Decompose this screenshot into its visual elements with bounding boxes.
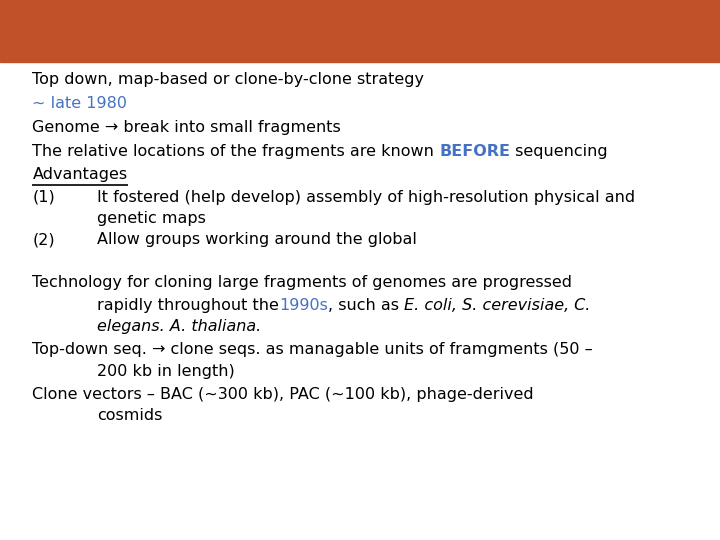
- Text: rapidly throughout the: rapidly throughout the: [97, 298, 279, 313]
- Text: Genome → break into small fragments: Genome → break into small fragments: [32, 120, 341, 135]
- Text: 1990s: 1990s: [279, 298, 328, 313]
- Text: (1): (1): [32, 190, 55, 205]
- Text: Advantages: Advantages: [32, 167, 127, 183]
- Text: C.: C.: [570, 298, 590, 313]
- Text: sequencing: sequencing: [510, 144, 608, 159]
- Text: (2): (2): [32, 232, 55, 247]
- Text: ~ late 1980: ~ late 1980: [32, 96, 127, 111]
- Text: The relative locations of the fragments are known: The relative locations of the fragments …: [32, 144, 439, 159]
- Text: Technology for cloning large fragments of genomes are progressed: Technology for cloning large fragments o…: [32, 275, 572, 291]
- Text: , such as: , such as: [328, 298, 404, 313]
- Text: elegans. A. thaliana.: elegans. A. thaliana.: [97, 319, 261, 334]
- Text: cosmids: cosmids: [97, 408, 163, 423]
- Text: Allow groups working around the global: Allow groups working around the global: [97, 232, 417, 247]
- Text: Genome Sequencing – hierarchical sequencing: Genome Sequencing – hierarchical sequenc…: [32, 29, 720, 58]
- Text: BEFORE: BEFORE: [439, 144, 510, 159]
- Text: 200 kb in length): 200 kb in length): [97, 364, 235, 379]
- Text: S. cerevisiae,: S. cerevisiae,: [457, 298, 570, 313]
- Text: Top-down seq. → clone seqs. as managable units of framgments (50 –: Top-down seq. → clone seqs. as managable…: [32, 342, 593, 357]
- Text: It fostered (help develop) assembly of high-resolution physical and: It fostered (help develop) assembly of h…: [97, 190, 635, 205]
- Text: Top down, map-based or clone-by-clone strategy: Top down, map-based or clone-by-clone st…: [32, 72, 424, 87]
- Bar: [0, 0, 720, 62]
- Text: genetic maps: genetic maps: [97, 211, 206, 226]
- Text: E. coli,: E. coli,: [404, 298, 457, 313]
- Text: Clone vectors – BAC (~300 kb), PAC (~100 kb), phage-derived: Clone vectors – BAC (~300 kb), PAC (~100…: [32, 387, 534, 402]
